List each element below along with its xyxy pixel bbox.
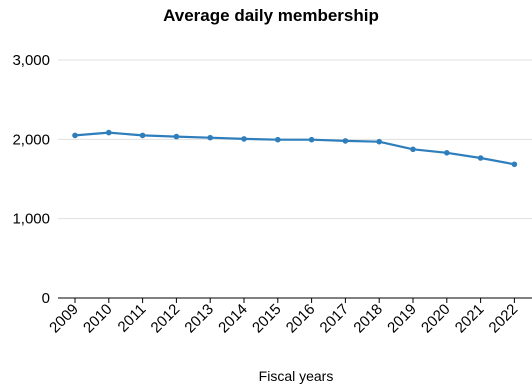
x-tick-label: 2017 bbox=[317, 301, 353, 337]
data-point bbox=[173, 133, 180, 140]
x-tick-label: 2022 bbox=[486, 301, 522, 337]
x-axis-tick-labels: 2009201020112012201320142015201620172018… bbox=[46, 301, 521, 337]
data-point bbox=[477, 155, 484, 161]
data-point bbox=[72, 132, 78, 139]
data-point bbox=[410, 146, 416, 153]
x-tick-label: 2012 bbox=[148, 301, 184, 337]
x-tick-label: 2019 bbox=[384, 301, 420, 337]
data-point bbox=[444, 150, 450, 156]
x-tick-label: 2015 bbox=[249, 301, 285, 337]
data-point bbox=[106, 129, 112, 136]
series-line bbox=[73, 131, 516, 166]
x-tick-label: 2018 bbox=[350, 301, 386, 337]
data-point bbox=[241, 136, 247, 142]
x-axis-label: Fiscal years bbox=[259, 368, 334, 384]
data-point bbox=[207, 134, 213, 141]
data-point bbox=[511, 161, 518, 168]
data-point bbox=[342, 138, 349, 144]
x-tick-label: 2013 bbox=[181, 301, 217, 337]
x-axis-ticks bbox=[74, 298, 515, 303]
y-tick-label: 2,000 bbox=[12, 131, 50, 148]
y-tick-label: 0 bbox=[42, 290, 50, 307]
data-point bbox=[376, 138, 383, 145]
data-point bbox=[139, 132, 146, 139]
x-tick-label: 2009 bbox=[46, 301, 82, 337]
x-tick-label: 2016 bbox=[283, 301, 319, 337]
y-axis-tick-labels: 0 1,000 2,000 3,000 bbox=[12, 52, 50, 307]
x-tick-label: 2021 bbox=[452, 301, 488, 337]
data-point bbox=[275, 136, 281, 143]
x-tick-label: 2020 bbox=[418, 301, 454, 337]
y-tick-label: 3,000 bbox=[12, 52, 50, 69]
series-points bbox=[72, 129, 518, 168]
chart-title: Average daily membership bbox=[163, 6, 379, 25]
x-tick-label: 2011 bbox=[115, 301, 150, 336]
y-tick-label: 1,000 bbox=[12, 211, 50, 228]
x-tick-label: 2014 bbox=[215, 301, 251, 337]
data-point bbox=[308, 136, 315, 143]
x-tick-label: 2010 bbox=[80, 301, 116, 337]
